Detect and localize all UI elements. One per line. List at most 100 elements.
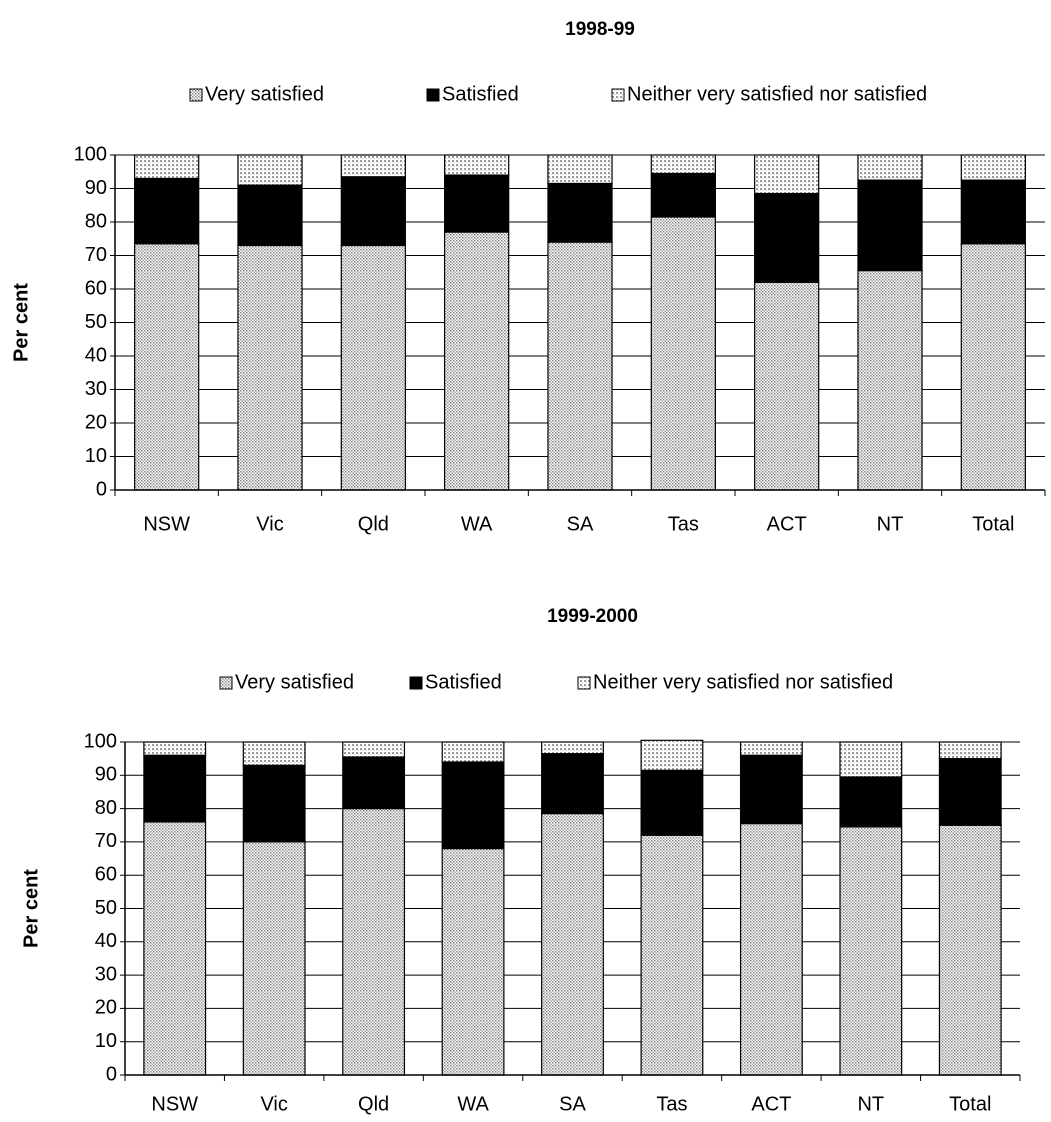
x-tick-label: SA xyxy=(567,513,594,535)
bar-segment xyxy=(839,826,903,1076)
bar-segment xyxy=(547,182,613,243)
bar-segment xyxy=(134,154,200,180)
y-tick-label: 20 xyxy=(95,997,117,1019)
x-tick-label: Total xyxy=(949,1093,991,1115)
bar-segment xyxy=(237,184,303,247)
bar-segment xyxy=(143,821,207,1076)
bar-segment xyxy=(143,754,207,823)
bar-segment xyxy=(754,281,820,491)
x-tick-label: NSW xyxy=(143,513,190,535)
bar-segment xyxy=(340,244,406,491)
y-tick-label: 60 xyxy=(85,277,107,299)
bar-segment xyxy=(340,176,406,247)
bar-segment xyxy=(242,741,306,766)
bar-segment xyxy=(640,834,704,1076)
y-tick-label: 10 xyxy=(85,445,107,467)
y-tick-label: 100 xyxy=(84,730,117,752)
y-tick-label: 0 xyxy=(96,478,107,500)
y-axis-label: Per cent xyxy=(20,869,42,948)
x-tick-label: ACT xyxy=(767,513,807,535)
x-tick-label: WA xyxy=(461,513,493,535)
bar-segment xyxy=(640,769,704,836)
bar-segment xyxy=(444,154,510,176)
bar-segment xyxy=(739,822,803,1076)
legend-label: Very satisfied xyxy=(205,83,324,105)
bar-segment xyxy=(444,231,510,491)
bar-segment xyxy=(650,154,716,175)
chart-title: 1999-2000 xyxy=(547,606,638,627)
y-tick-label: 40 xyxy=(85,344,107,366)
legend-label: Satisfied xyxy=(442,83,519,105)
bar-segment xyxy=(938,824,1002,1076)
y-tick-label: 30 xyxy=(95,963,117,985)
y-tick-label: 50 xyxy=(85,311,107,333)
y-tick-label: 20 xyxy=(85,411,107,433)
legend-swatch xyxy=(409,676,423,690)
x-tick-label: Vic xyxy=(260,1093,287,1115)
bar-segment xyxy=(242,841,306,1076)
y-tick-label: 100 xyxy=(74,143,107,165)
legend-swatch xyxy=(189,88,203,102)
x-tick-label: NT xyxy=(877,513,904,535)
y-tick-label: 90 xyxy=(85,177,107,199)
bar-segment xyxy=(547,241,613,491)
bar-segment xyxy=(938,741,1002,760)
bar-segment xyxy=(134,243,200,491)
x-tick-label: NT xyxy=(857,1093,884,1115)
bar-segment xyxy=(134,177,200,245)
y-tick-label: 40 xyxy=(95,930,117,952)
legend-swatch xyxy=(426,88,440,102)
bar-segment xyxy=(143,741,207,756)
bar-segment xyxy=(342,807,406,1076)
legend-label: Very satisfied xyxy=(235,671,354,693)
y-tick-label: 90 xyxy=(95,764,117,786)
bar-segment xyxy=(857,269,923,491)
bar-segment xyxy=(237,154,303,186)
y-tick-label: 80 xyxy=(85,210,107,232)
bar-segment xyxy=(938,758,1002,826)
bar-segment xyxy=(342,756,406,810)
bar-segment xyxy=(541,812,604,1076)
bar-segment xyxy=(541,753,604,815)
bar-segment xyxy=(960,243,1026,491)
bar-segment xyxy=(857,179,923,272)
y-tick-label: 60 xyxy=(95,863,117,885)
bar-segment xyxy=(839,776,903,828)
bar-segment xyxy=(242,764,306,843)
bar-segment xyxy=(547,154,613,185)
legend-label: Neither very satisfied nor satisfied xyxy=(627,83,927,105)
bar-segment xyxy=(960,179,1026,245)
x-tick-label: NSW xyxy=(151,1093,198,1115)
bar-segment xyxy=(650,216,716,491)
bar-segment xyxy=(650,172,716,218)
bar-segment xyxy=(237,244,303,491)
legend-label: Neither very satisfied nor satisfied xyxy=(593,671,893,693)
legend-swatch xyxy=(577,676,591,690)
bar-segment xyxy=(754,192,820,283)
x-tick-label: Total xyxy=(972,513,1014,535)
y-tick-label: 10 xyxy=(95,1030,117,1052)
bar-segment xyxy=(739,741,803,756)
y-tick-label: 80 xyxy=(95,797,117,819)
x-tick-label: Qld xyxy=(358,1093,389,1115)
x-tick-label: WA xyxy=(457,1093,489,1115)
bar-segment xyxy=(342,741,406,758)
bar-segment xyxy=(857,154,923,181)
y-tick-label: 70 xyxy=(95,830,117,852)
bar-segment xyxy=(960,154,1026,181)
bar-segment xyxy=(441,741,505,763)
y-axis-label: Per cent xyxy=(10,283,32,362)
x-tick-label: Tas xyxy=(668,513,699,535)
x-tick-label: SA xyxy=(559,1093,586,1115)
legend-swatch xyxy=(219,676,233,690)
bar-segment xyxy=(541,741,604,755)
bar-segment xyxy=(441,761,505,850)
y-tick-label: 50 xyxy=(95,897,117,919)
bar-segment xyxy=(739,754,803,825)
bar-segment xyxy=(441,847,505,1076)
chart-title: 1998-99 xyxy=(565,19,635,40)
legend-label: Satisfied xyxy=(425,671,502,693)
x-tick-label: ACT xyxy=(751,1093,791,1115)
